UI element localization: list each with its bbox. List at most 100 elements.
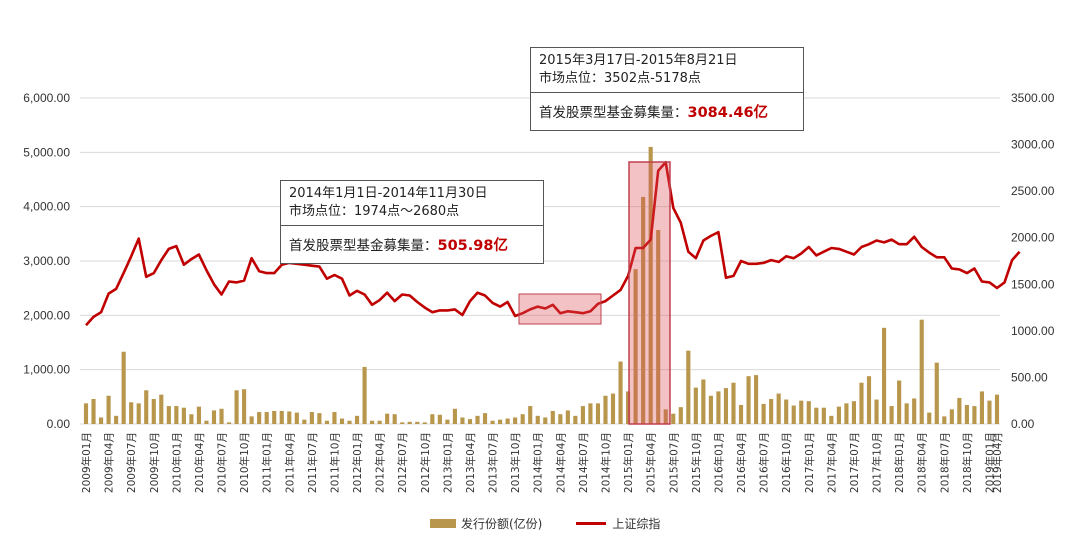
bar [588, 403, 593, 424]
bar [475, 415, 480, 424]
bar [723, 388, 729, 424]
x-tick-label: 2016年04月 [735, 432, 748, 493]
bar [505, 418, 510, 424]
legend-label-line: 上证综指 [612, 517, 661, 531]
highlight-2015 [628, 161, 671, 425]
bar [904, 403, 909, 424]
bar [897, 380, 902, 424]
bar [106, 395, 111, 424]
left-tick-label: 0.00 [47, 417, 71, 431]
bar [332, 412, 337, 424]
x-tick-label: 2018年07月 [938, 432, 951, 493]
annotation-2014-header: 2014年1月1日-2014年11月30日 市场点位：1974点～2680点 [281, 181, 543, 226]
x-tick-label: 2010年10月 [238, 432, 251, 493]
bar [949, 409, 954, 424]
bar [964, 404, 969, 424]
bar [550, 410, 555, 424]
legend-item-bars: 发行份额(亿份) [430, 515, 542, 532]
annotation-2014: 2014年1月1日-2014年11月30日 市场点位：1974点～2680点 首… [280, 180, 544, 264]
bar [701, 379, 706, 424]
bar [234, 390, 239, 424]
bar [806, 401, 811, 424]
bar [565, 410, 570, 424]
bar [693, 387, 698, 424]
bar [633, 269, 638, 424]
x-tick-label: 2013年04月 [464, 432, 477, 493]
line-series [85, 161, 1021, 327]
left-tick-label: 4,000.00 [23, 200, 70, 214]
bar [535, 415, 540, 424]
x-tick-label: 2015年10月 [690, 432, 703, 493]
x-tick-label: 2014年07月 [577, 432, 590, 493]
bar [452, 408, 457, 424]
right-axis-ticks: 3500.00 3000.00 2500.00 2000.00 1500.00 1000.… [1011, 91, 1055, 431]
bar [211, 410, 217, 424]
x-tick-label: 2009年10月 [148, 432, 161, 493]
bar [242, 389, 247, 424]
left-tick-label: 5,000.00 [23, 145, 70, 159]
x-tick-label: 2017年10月 [871, 432, 884, 493]
highlight-2014 [518, 293, 602, 325]
bar [686, 350, 691, 424]
bar [407, 421, 412, 424]
bar [663, 409, 668, 424]
x-tick-label: 2018年04月 [916, 432, 929, 493]
legend-swatch-bars [430, 519, 456, 528]
bar-series [83, 146, 1000, 424]
bar [874, 399, 879, 424]
left-axis-ticks: 6,000.00 5,000.00 4,000.00 3,000.00 2,000.00… [23, 91, 70, 431]
bar [738, 404, 744, 424]
bar [362, 366, 367, 424]
x-tick-label: 2014年10月 [599, 432, 612, 493]
x-tick-label: 2015年04月 [645, 432, 658, 493]
bar [889, 406, 894, 424]
x-tick-label: 2019年01月 [983, 432, 996, 493]
bar [573, 415, 578, 424]
left-tick-label: 1,000.00 [23, 363, 70, 377]
right-tick-label: 1500.00 [1011, 277, 1055, 291]
annotation-2014-value: 505.98亿 [437, 238, 508, 254]
bar [460, 417, 465, 424]
x-tick-label: 2017年07月 [848, 432, 861, 493]
bar [769, 399, 774, 424]
bar [558, 414, 563, 424]
bar [731, 382, 736, 424]
bar [498, 419, 503, 424]
x-tick-label: 2010年04月 [193, 432, 206, 493]
bar [482, 413, 488, 424]
bar [114, 415, 119, 424]
x-tick-label: 2009年01月 [80, 432, 93, 493]
bar [144, 390, 149, 424]
bar [204, 420, 209, 424]
bar [347, 420, 352, 424]
annotation-2014-label: 首发股票型基金募集量： [289, 238, 438, 254]
bar [912, 398, 917, 424]
bar [761, 403, 766, 424]
bar [671, 413, 676, 424]
bar [618, 361, 623, 424]
x-tick-label: 2016年10月 [780, 432, 793, 493]
bar [437, 414, 442, 424]
bar [814, 407, 819, 424]
right-tick-label: 0.00 [1011, 417, 1035, 431]
x-tick-label: 2011年04月 [283, 432, 296, 493]
annotation-2014-footer: 首发股票型基金募集量：505.98亿 [281, 226, 543, 263]
bar [415, 421, 420, 424]
x-tick-label: 2018年10月 [961, 432, 974, 493]
bar [121, 351, 126, 424]
bar [370, 420, 375, 424]
left-tick-label: 6,000.00 [23, 91, 70, 105]
bar [528, 406, 533, 424]
annotation-2015-header: 2015年3月17日-2015年8月21日 市场点位：3502点-5178点 [531, 48, 803, 93]
legend-item-line: 上证综指 [576, 515, 660, 532]
bar [784, 399, 789, 424]
bar [400, 422, 405, 424]
bar [844, 403, 849, 424]
right-tick-label: 2500.00 [1011, 184, 1055, 198]
annotation-2015-date: 2015年3月17日-2015年8月21日 [539, 53, 738, 68]
bar [430, 414, 435, 424]
bar [754, 375, 759, 424]
bar [385, 413, 390, 424]
bar [543, 417, 548, 424]
bar [979, 391, 985, 424]
